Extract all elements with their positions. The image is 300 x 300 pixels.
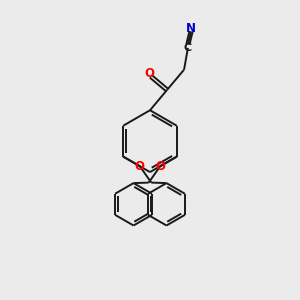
Text: O: O	[155, 160, 165, 173]
Text: N: N	[186, 22, 196, 35]
Text: O: O	[135, 160, 145, 173]
Text: O: O	[144, 68, 154, 80]
Text: C: C	[184, 43, 192, 53]
